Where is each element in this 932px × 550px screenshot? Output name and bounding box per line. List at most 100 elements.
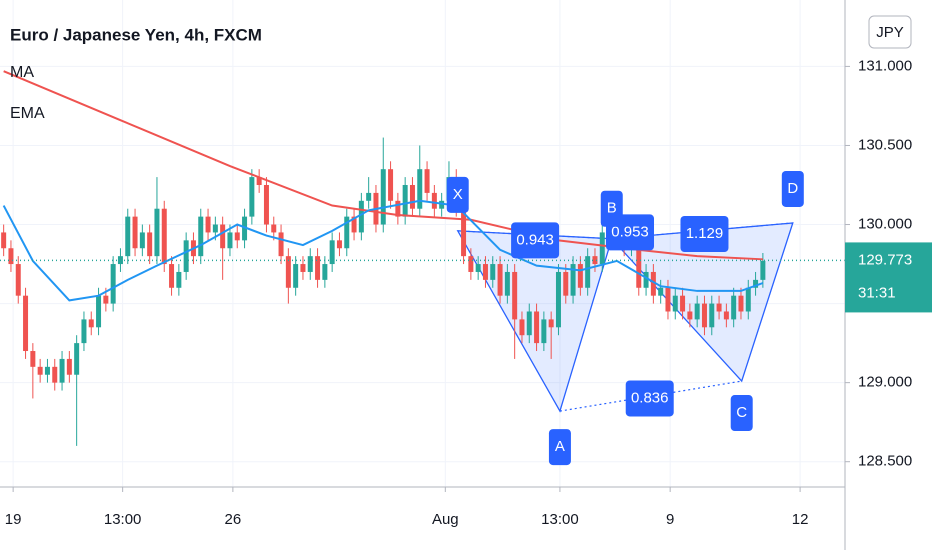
- x-tick-label: 9: [666, 511, 674, 528]
- candle-body: [52, 366, 58, 383]
- ratio-label: 0.836: [631, 389, 669, 406]
- candle-body: [490, 264, 496, 280]
- candle-body: [395, 200, 401, 217]
- candle-body: [329, 240, 335, 265]
- indicators: [0, 70, 845, 302]
- candle-body: [8, 248, 14, 265]
- pattern-point-label: B: [607, 200, 617, 217]
- candle-body: [723, 311, 729, 320]
- candle-body: [548, 319, 554, 328]
- legend-entry: MA: [10, 64, 34, 81]
- candle-body: [555, 271, 561, 328]
- candle-body: [125, 216, 131, 257]
- indicator-line: [3, 70, 763, 261]
- candle-body: [424, 169, 430, 193]
- candle-body: [1, 232, 7, 249]
- ratio-box: [625, 380, 674, 417]
- candle-body: [227, 232, 233, 249]
- y-tick-label: 130.500: [858, 136, 912, 153]
- candle-body: [88, 319, 94, 328]
- candle-body: [103, 295, 109, 304]
- candle-body: [570, 264, 576, 296]
- pattern-point-label: D: [787, 180, 798, 197]
- candle-body: [388, 169, 394, 201]
- candle-body: [147, 232, 153, 257]
- currency[interactable]: JPY: [876, 24, 904, 41]
- pattern-point-label: X: [453, 186, 463, 203]
- candle-body: [716, 303, 722, 312]
- candle-body: [439, 200, 445, 209]
- candle-body: [541, 319, 547, 344]
- pattern-point-box: [730, 395, 753, 432]
- y-tick-label: 130.000: [858, 215, 912, 232]
- x-tick-label: 26: [225, 511, 242, 528]
- candle-body: [504, 271, 510, 296]
- candle-body: [198, 216, 204, 257]
- candle-body: [482, 264, 488, 280]
- candle-body: [183, 240, 189, 272]
- candle-body: [59, 358, 65, 383]
- indicator-line: [2, 199, 764, 302]
- candle-body: [665, 287, 671, 312]
- candle-body: [409, 184, 415, 209]
- x-tick-label: 19: [5, 511, 22, 528]
- candle-body: [687, 311, 693, 320]
- pattern-point-label: A: [555, 438, 565, 455]
- candle-body: [205, 216, 211, 233]
- x-tick-label: Aug: [432, 511, 459, 528]
- candle-body: [37, 366, 43, 375]
- candle-body: [234, 232, 240, 241]
- candle-body: [380, 169, 386, 225]
- ratio-label: 0.943: [516, 231, 554, 248]
- candle-body: [161, 208, 167, 265]
- candle-body: [169, 264, 175, 288]
- candle-body: [23, 295, 29, 352]
- candle-body: [585, 256, 591, 288]
- candle-body: [249, 177, 255, 217]
- candle-body: [322, 264, 328, 280]
- candle-body: [66, 358, 72, 375]
- candle-body: [44, 366, 50, 375]
- currency-box[interactable]: [868, 15, 912, 49]
- candle-body: [278, 232, 284, 257]
- candle-body: [96, 295, 102, 328]
- last-price-label: 129.773: [858, 251, 912, 268]
- candle-body: [592, 256, 598, 265]
- candle-body: [512, 271, 518, 320]
- pattern-point-box: [446, 176, 469, 213]
- last-price-box: [845, 242, 932, 313]
- candle-body: [431, 192, 437, 209]
- candle-body: [636, 240, 642, 288]
- candle-body: [30, 351, 36, 367]
- ratio-label: 0.953: [611, 223, 649, 240]
- candle-body: [753, 279, 759, 288]
- candle-body: [599, 232, 605, 265]
- candle-body: [650, 271, 656, 296]
- pattern-point-box: [600, 190, 623, 227]
- x-tick-label: 13:00: [541, 511, 579, 528]
- ratio-box: [511, 222, 560, 259]
- candle-body: [132, 216, 138, 249]
- candle-body: [680, 295, 686, 312]
- candle-body: [256, 177, 262, 185]
- pattern-point-box: [548, 429, 571, 466]
- candle-body: [263, 184, 269, 225]
- candle-body: [672, 295, 678, 312]
- candle-body: [358, 200, 364, 233]
- candle-body: [154, 208, 160, 257]
- chart-title: Euro / Japanese Yen, 4h, FXCM: [10, 25, 262, 44]
- candle-body: [738, 295, 744, 312]
- candle-body: [300, 264, 306, 272]
- candle-body: [760, 260, 766, 280]
- y-tick-label: 131.000: [858, 57, 912, 74]
- pattern-labels: X A C D 0.943 0.953 0.836 1.129 B: [446, 170, 804, 466]
- pattern-point-label: C: [736, 404, 747, 421]
- candle-body: [468, 256, 474, 272]
- candle-body: [110, 264, 116, 304]
- pattern-point-box: [781, 170, 804, 207]
- candle-body: [220, 224, 226, 249]
- candle-body: [709, 303, 715, 328]
- y-tick-label: 129.000: [858, 374, 912, 391]
